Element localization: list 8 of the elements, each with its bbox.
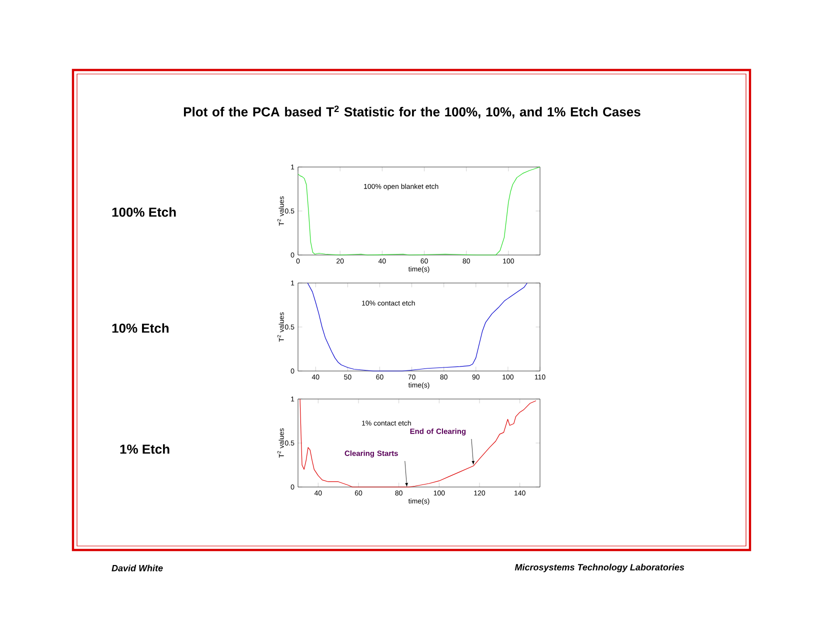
line-series xyxy=(298,166,540,256)
line-series xyxy=(300,398,536,488)
text: David White xyxy=(112,564,163,572)
text: Microsystems Technology Laboratories xyxy=(514,564,684,572)
text: 10% Etch xyxy=(112,323,169,333)
text: 1% Etch xyxy=(120,444,170,454)
text: 100% Etch xyxy=(112,207,176,217)
text: Plot of the PCA based T$^{2}$ Statistic for the 100%, 10%, and 1% Etch Cases xyxy=(184,106,640,118)
